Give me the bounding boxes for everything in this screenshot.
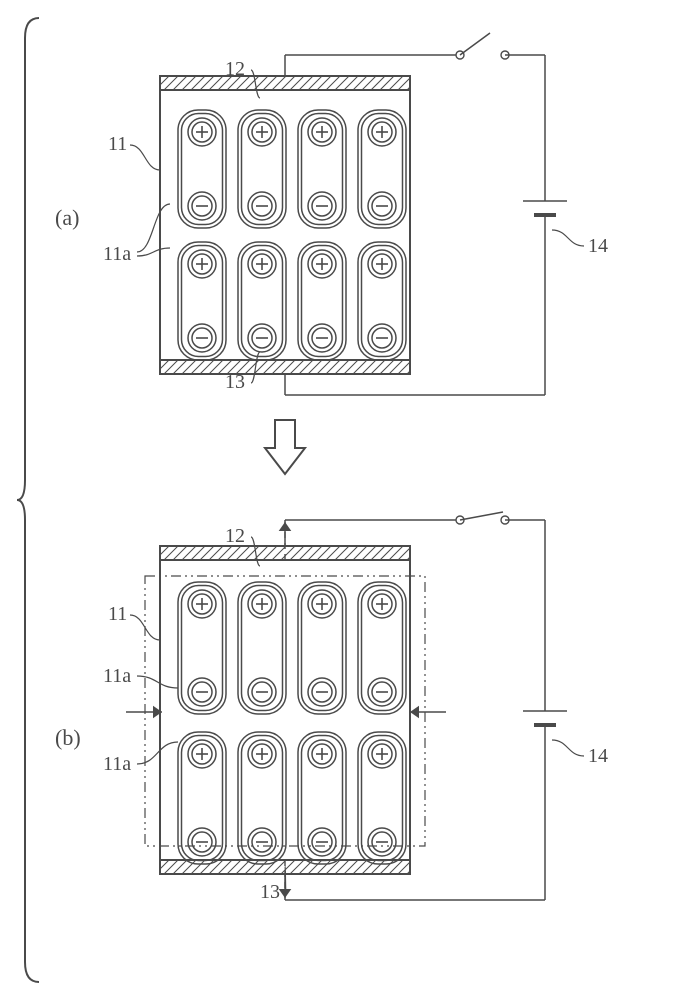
charge-plus xyxy=(368,250,396,278)
charge-plus xyxy=(308,740,336,768)
charge-minus xyxy=(248,828,276,856)
charge-plus xyxy=(248,118,276,146)
label-11a: 11a xyxy=(103,753,131,775)
charge-minus xyxy=(188,192,216,220)
charge-minus xyxy=(308,192,336,220)
switch-arm xyxy=(460,33,490,55)
charge-plus xyxy=(308,590,336,618)
charge-plus xyxy=(248,740,276,768)
charge-minus xyxy=(188,324,216,352)
label-11: 11 xyxy=(108,603,127,625)
charge-plus xyxy=(248,590,276,618)
charge-plus xyxy=(248,250,276,278)
charge-minus xyxy=(368,192,396,220)
charge-plus xyxy=(308,250,336,278)
bottom-electrode xyxy=(160,360,410,374)
figure-bracket xyxy=(17,18,39,982)
charge-plus xyxy=(188,740,216,768)
panel-label-a: (a) xyxy=(55,205,79,230)
charge-plus xyxy=(188,590,216,618)
charge-plus xyxy=(368,118,396,146)
top-electrode xyxy=(160,76,410,90)
charge-plus xyxy=(188,118,216,146)
panel-label-b: (b) xyxy=(55,725,81,750)
figure-root: (a) 12 13 11 11a 14 (b) 12 13 11 11a 11a 14 xyxy=(0,0,682,1000)
charge-minus xyxy=(368,324,396,352)
label-11a: 11a xyxy=(103,243,131,265)
label-14: 14 xyxy=(588,745,608,767)
charge-minus xyxy=(188,828,216,856)
label-14: 14 xyxy=(588,235,608,257)
label-13: 13 xyxy=(260,881,280,903)
transition-arrow-icon xyxy=(265,420,305,474)
charge-plus xyxy=(188,250,216,278)
charge-minus xyxy=(308,828,336,856)
charge-plus xyxy=(308,118,336,146)
label-11a: 11a xyxy=(103,665,131,687)
charge-minus xyxy=(248,192,276,220)
switch-arm xyxy=(460,512,503,520)
charge-plus xyxy=(368,740,396,768)
charge-minus xyxy=(308,678,336,706)
label-13: 13 xyxy=(225,371,245,393)
charge-minus xyxy=(248,324,276,352)
charge-minus xyxy=(368,678,396,706)
charge-minus xyxy=(188,678,216,706)
label-12: 12 xyxy=(225,58,245,80)
label-12: 12 xyxy=(225,525,245,547)
label-11: 11 xyxy=(108,133,127,155)
charge-minus xyxy=(308,324,336,352)
charge-minus xyxy=(248,678,276,706)
charge-plus xyxy=(368,590,396,618)
charge-minus xyxy=(368,828,396,856)
